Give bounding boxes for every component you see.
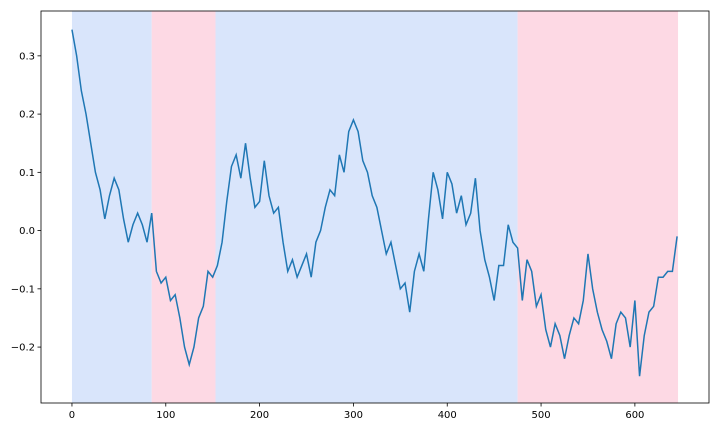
x-tick-label: 100	[156, 410, 175, 421]
x-tick-label: 600	[625, 410, 644, 421]
x-tick-label: 400	[438, 410, 457, 421]
y-tick-label: 0.0	[19, 226, 35, 237]
x-tick-label: 300	[344, 410, 363, 421]
shaded-region	[71, 11, 152, 403]
y-tick-label: −0.2	[11, 343, 35, 354]
data-line	[71, 29, 678, 377]
y-tick-label: −0.1	[11, 284, 35, 295]
y-tick-label: 0.1	[19, 168, 35, 179]
y-tick-label: 0.2	[19, 110, 35, 121]
axes-frame	[40, 10, 710, 404]
x-tick-label: 200	[250, 410, 269, 421]
x-tick-label: 0	[69, 410, 75, 421]
x-tick-label: 500	[532, 410, 551, 421]
shaded-region	[517, 11, 679, 403]
plot-area	[71, 11, 679, 403]
shaded-region	[215, 11, 518, 403]
y-tick-label: 0.3	[19, 51, 35, 62]
